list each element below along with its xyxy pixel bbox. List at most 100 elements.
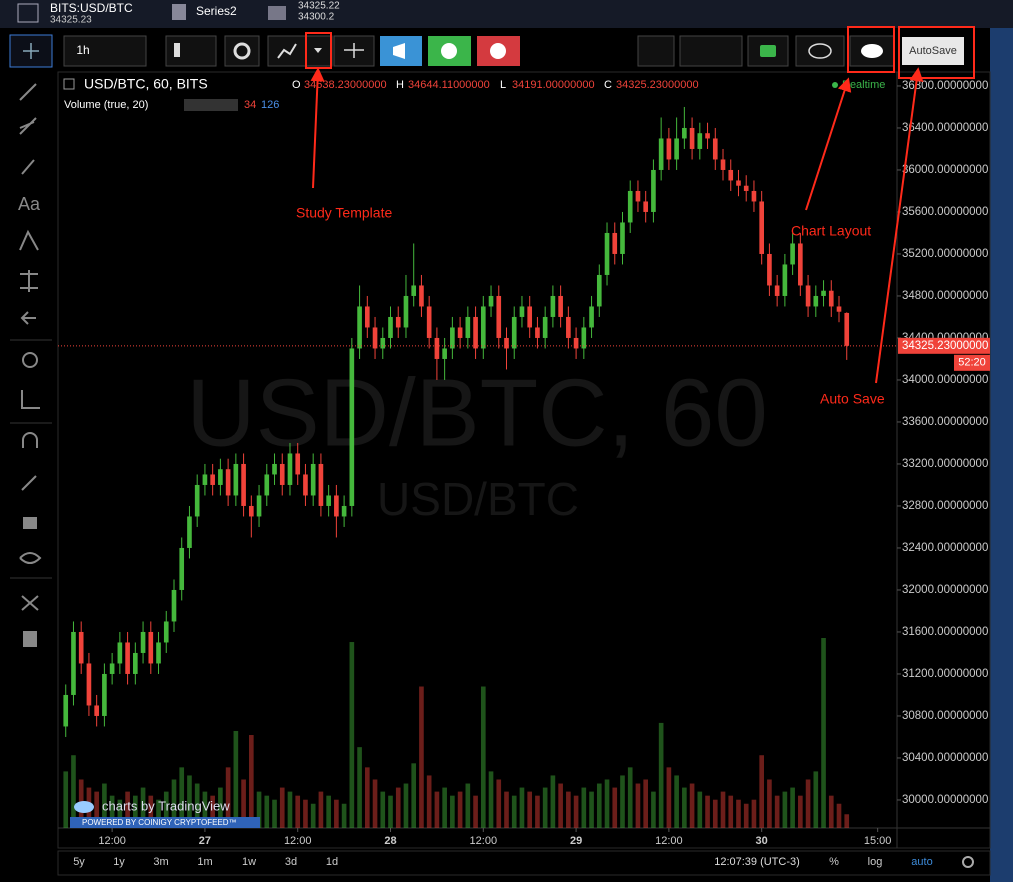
timeframe[interactable]: 1d [326, 856, 338, 868]
indicators-button[interactable] [267, 35, 333, 67]
autosave-button[interactable] [902, 37, 964, 65]
volume-bar [535, 795, 540, 828]
magnet-tool[interactable] [22, 432, 38, 448]
y-tick-label: 31600.00000000 [902, 626, 988, 638]
candle-body [326, 495, 331, 506]
ruler-tool[interactable] [21, 390, 40, 409]
candle-body [651, 169, 656, 212]
candle-body [689, 127, 695, 149]
candle-body [581, 327, 587, 349]
trend-tool[interactable] [19, 83, 37, 101]
volume-bar [450, 795, 455, 828]
timeframe[interactable]: 5y [73, 856, 85, 868]
volume-bar [728, 795, 734, 828]
brush-tool[interactable] [21, 159, 35, 175]
series2[interactable]: Series2 [196, 4, 237, 18]
timeframe[interactable]: 1y [113, 856, 125, 868]
candle-body [202, 474, 208, 485]
candle-body [643, 201, 649, 212]
candle-body [450, 327, 455, 349]
candle-body [813, 295, 819, 307]
symbol[interactable]: BITS:USD/BTC [50, 1, 133, 15]
log-toggle[interactable]: log [868, 856, 883, 868]
autosave: AutoSave [909, 45, 957, 57]
candle-body [589, 306, 594, 328]
lock-draw-tool[interactable] [21, 475, 37, 491]
timeframe[interactable]: 1m [197, 856, 212, 868]
volume-bar [612, 787, 618, 828]
volume-bar [341, 803, 347, 828]
watermark: USD/BTC, 60 [186, 359, 767, 466]
volume-bar [426, 775, 432, 828]
x-tick-label: 28 [384, 835, 396, 847]
volume-bar [473, 795, 478, 828]
fib-tool[interactable] [19, 117, 37, 135]
fullscreen-button[interactable] [637, 35, 675, 67]
load-layout-button[interactable] [795, 35, 845, 67]
volume-bar [566, 791, 571, 828]
volume-bar [798, 795, 803, 828]
volume-bar [63, 771, 69, 828]
volume-bar [94, 791, 99, 828]
x-tick-label: 12:00 [284, 835, 312, 847]
timeframe[interactable]: 1w [242, 856, 256, 868]
candle-body [303, 474, 308, 496]
lock-tool[interactable] [23, 517, 37, 529]
volume-legend[interactable]: Volume (true, 20) [64, 99, 148, 111]
volume-bar [720, 791, 726, 828]
x-tick-label: 30 [756, 835, 768, 847]
back-tool[interactable] [20, 311, 36, 325]
study-template-dropdown[interactable] [314, 48, 322, 53]
ohlc-key: O [292, 79, 301, 91]
volume-bar [712, 799, 718, 828]
candle-body [627, 190, 633, 223]
volume-bar [218, 787, 223, 828]
zoom-tool[interactable] [22, 352, 38, 368]
candle-body [550, 295, 556, 317]
highlight-box [898, 26, 975, 79]
volume-bar [457, 791, 463, 828]
volume-bar [836, 803, 842, 828]
settings-gear[interactable] [962, 856, 974, 868]
pattern-tool[interactable] [19, 229, 39, 251]
percent-toggle[interactable]: % [829, 856, 839, 868]
auto-toggle[interactable]: auto [911, 856, 932, 868]
candle-body [728, 169, 734, 181]
candle-body [372, 327, 378, 349]
volume-bar [596, 783, 602, 828]
timeframe[interactable]: 3d [285, 856, 297, 868]
arrow [310, 67, 325, 189]
candle-body [805, 285, 811, 307]
hide-tool[interactable] [19, 552, 42, 564]
volume-bar [163, 791, 169, 828]
remove-tool[interactable] [21, 595, 39, 611]
volume-bar [303, 799, 308, 828]
chart-title[interactable]: USD/BTC, 60, BITS [84, 76, 208, 92]
candle-body [658, 138, 664, 170]
candle-body [411, 285, 417, 296]
chart-style-button[interactable] [165, 35, 217, 67]
x-tick-label: 27 [199, 835, 211, 847]
volume-bar [202, 791, 208, 828]
settings-button[interactable] [224, 35, 260, 67]
y-tick-label: 33600.00000000 [902, 416, 988, 428]
volume-bar [334, 799, 339, 828]
undo-redo[interactable] [679, 35, 743, 67]
candle-body [836, 306, 842, 312]
timeframe[interactable]: 3m [153, 856, 168, 868]
bottom-bar [57, 850, 991, 876]
y-tick-label: 36800.00000000 [902, 80, 988, 92]
volume-bar [318, 791, 324, 828]
candle-body [78, 631, 84, 664]
candle-body [179, 547, 185, 590]
text-tool[interactable]: Aa [18, 194, 41, 214]
measure-tool[interactable] [20, 270, 38, 292]
interval-button[interactable] [63, 35, 147, 67]
candle-body [426, 306, 432, 338]
y-tick-label: 35200.00000000 [902, 248, 988, 260]
trash-tool[interactable] [23, 631, 37, 647]
crosshair-button[interactable] [9, 34, 53, 68]
candle-body [674, 138, 679, 160]
volume-bar [179, 767, 185, 828]
symbol-icon [17, 3, 39, 23]
